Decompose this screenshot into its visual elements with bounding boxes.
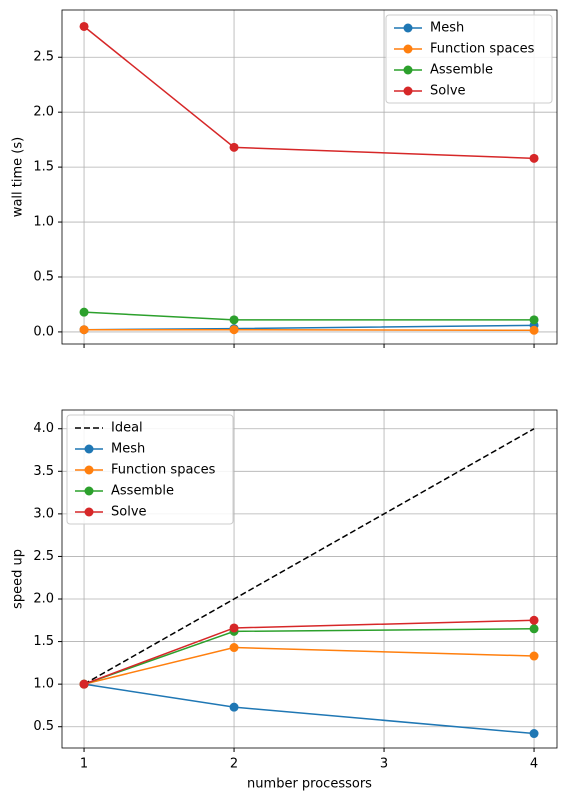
data-point (79, 21, 89, 31)
legend-marker (84, 444, 94, 454)
legend-label: Ideal (111, 421, 143, 436)
legend-label: Mesh (430, 21, 464, 36)
legend-marker (84, 486, 94, 496)
data-point (229, 142, 239, 152)
y-tick-label: 3.0 (33, 506, 54, 521)
legend-marker (403, 44, 413, 54)
legend-label: Solve (111, 505, 147, 520)
y-axis-label: wall time (s) (11, 137, 26, 217)
y-tick-label: 1.0 (33, 215, 54, 230)
data-point (529, 624, 539, 634)
series-line (83, 628, 535, 685)
series-line (83, 428, 535, 685)
legend-marker (403, 86, 413, 96)
legend-marker (403, 65, 413, 75)
series-line (83, 683, 535, 735)
y-tick-label: 2.0 (33, 592, 54, 607)
plot-frame (61, 409, 558, 749)
legend-box (66, 414, 234, 525)
legend-label: Mesh (111, 442, 145, 457)
legend-marker (84, 465, 94, 475)
data-point (229, 702, 239, 712)
data-point (529, 615, 539, 625)
legend-box (385, 14, 553, 104)
y-tick-label: 0.5 (33, 719, 54, 734)
legend-label: Solve (430, 84, 466, 99)
data-point (79, 679, 89, 689)
y-tick-label: 1.5 (33, 634, 54, 649)
legend-marker (403, 23, 413, 33)
y-tick-label: 4.0 (33, 421, 54, 436)
series-line (83, 646, 535, 685)
x-tick-label: 3 (380, 757, 388, 772)
y-tick-label: 0.0 (33, 324, 54, 339)
y-tick-label: 3.5 (33, 464, 54, 479)
y-axis-label: speed up (11, 549, 26, 609)
data-point (529, 651, 539, 661)
y-tick-label: 0.5 (33, 269, 54, 284)
legend-label: Assemble (430, 63, 493, 78)
series-line (84, 311, 535, 321)
y-tick-label: 1.0 (33, 677, 54, 692)
x-tick-label: 1 (80, 757, 88, 772)
data-point (79, 325, 89, 335)
plot-frame (61, 9, 558, 345)
data-point (529, 729, 539, 739)
legend: Mesh Function spaces Assemble Solve (385, 14, 553, 104)
legend-label: Assemble (111, 484, 174, 499)
data-point (229, 325, 239, 335)
y-tick-label: 2.0 (33, 105, 54, 120)
x-tick-label: 4 (530, 757, 538, 772)
legend-label: Function spaces (430, 42, 535, 57)
legend-marker (84, 507, 94, 517)
y-tick-label: 1.5 (33, 160, 54, 175)
y-tick-label: 2.5 (33, 549, 54, 564)
x-axis-label: number processors (247, 777, 372, 792)
y-tick-label: 2.5 (33, 50, 54, 65)
x-tick-label: 2 (230, 757, 238, 772)
data-point (529, 153, 539, 163)
series-line (84, 328, 535, 332)
data-point (529, 315, 539, 325)
legend: Ideal Mesh Function spaces Assemble Solve (66, 414, 234, 525)
data-point (229, 623, 239, 633)
legend-label: Function spaces (111, 463, 216, 478)
data-point (529, 325, 539, 335)
data-point (79, 307, 89, 317)
data-point (229, 315, 239, 325)
data-point (229, 643, 239, 653)
